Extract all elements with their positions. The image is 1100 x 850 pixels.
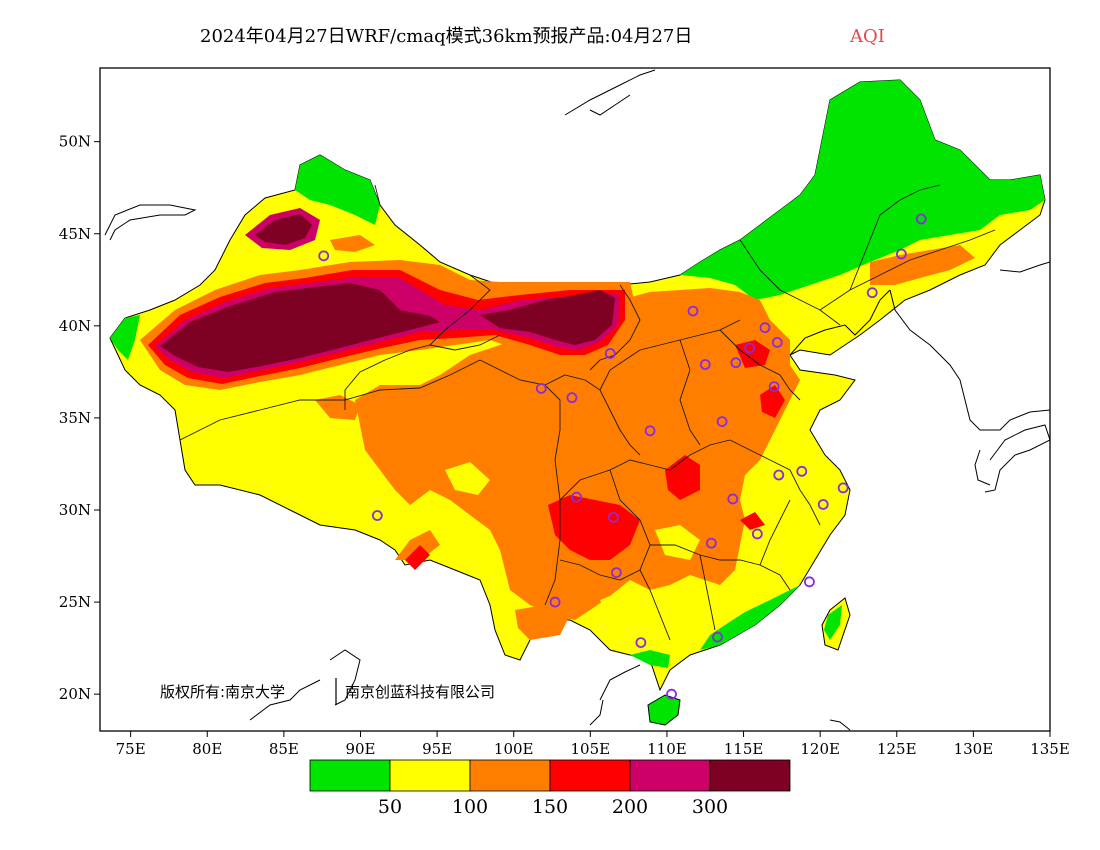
- coastlines: [104, 69, 1050, 731]
- station-marker: [744, 342, 756, 354]
- station-marker: [371, 510, 383, 521]
- y-tick-label: 20N: [59, 685, 91, 703]
- aqi-region-darkred: [160, 283, 440, 372]
- station-marker: [318, 250, 330, 262]
- station-marker: [866, 287, 878, 299]
- station-marker: [759, 322, 771, 334]
- station-marker: [666, 688, 677, 700]
- aqi-region-green-ne: [680, 80, 1045, 300]
- x-tick-label: 125E: [877, 740, 917, 758]
- x-tick-label: 135E: [1030, 740, 1070, 758]
- colorbar-swatch: [629, 759, 711, 792]
- station-marker: [727, 493, 739, 505]
- station-marker: [771, 337, 783, 348]
- station-marker: [699, 359, 711, 370]
- y-tick-label: 35N: [59, 409, 91, 427]
- station-marker: [895, 248, 907, 260]
- station-marker: [635, 637, 647, 648]
- x-tick-label: 75E: [116, 740, 146, 758]
- aqi-region-red: [548, 495, 640, 560]
- station-marker: [604, 348, 616, 359]
- province-borders: [179, 184, 996, 641]
- station-marker: [768, 381, 780, 393]
- colorbar-swatch: [549, 759, 631, 792]
- station-marker: [751, 528, 763, 540]
- map-title: 2024年04月27日WRF/cmaq模式36km预报产品:04月27日: [200, 26, 692, 47]
- colorbar-level-label: 150: [532, 796, 568, 818]
- x-tick-label: 120E: [800, 740, 840, 758]
- x-tick-label: 85E: [269, 740, 299, 758]
- x-tick-label: 90E: [345, 740, 375, 758]
- station-marker: [705, 537, 717, 549]
- copyright-company: 南京创蓝科技有限公司: [345, 683, 495, 701]
- x-tick-label: 100E: [494, 740, 534, 758]
- station-marker: [687, 305, 699, 317]
- colorbar-level-label: 50: [378, 796, 402, 818]
- station-marker: [730, 357, 742, 369]
- colorbar-swatch: [309, 759, 391, 792]
- station-marker: [915, 213, 927, 225]
- station-marker: [712, 631, 723, 643]
- y-tick-label: 30N: [59, 501, 91, 519]
- x-tick-label: 110E: [647, 740, 687, 758]
- station-marker: [571, 491, 582, 503]
- station-marker: [773, 469, 785, 481]
- station-marker: [566, 392, 578, 404]
- x-tick-label: 105E: [571, 740, 611, 758]
- station-marker: [610, 567, 622, 579]
- colorbar-swatch: [469, 759, 551, 792]
- station-marker: [607, 511, 619, 523]
- colorbar-level-label: 100: [452, 796, 488, 818]
- x-axis: 75E 80E 85E 90E 95E 100E 105E 110E 115E 120E 125E 1…: [116, 731, 1070, 758]
- map-plot-area: 版权所有:南京大学 南京创蓝科技有限公司: [100, 68, 1050, 731]
- colorbar-level-label: 300: [692, 796, 728, 818]
- colorbar-swatch: [709, 759, 791, 792]
- x-tick-label: 115E: [724, 740, 764, 758]
- station-marker: [804, 576, 815, 588]
- colorbar-level-label: 200: [612, 796, 648, 818]
- y-axis: 50N 45N 40N 35N 30N 25N 20N: [59, 133, 100, 703]
- station-marker: [796, 465, 808, 477]
- station-marker: [716, 416, 728, 428]
- x-tick-label: 130E: [954, 740, 994, 758]
- station-marker: [817, 499, 829, 510]
- y-tick-label: 25N: [59, 593, 91, 611]
- y-tick-label: 40N: [59, 317, 91, 335]
- x-tick-label: 95E: [422, 740, 452, 758]
- aqi-region-green-nw: [295, 155, 380, 225]
- monitoring-stations: [318, 213, 927, 700]
- station-marker: [549, 596, 561, 608]
- y-tick-label: 50N: [59, 133, 91, 151]
- variable-label: AQI: [849, 26, 885, 47]
- colorbar-legend: 50 100 150 200 300: [309, 759, 791, 818]
- station-marker: [535, 383, 547, 394]
- hainan-island: [647, 694, 681, 726]
- x-tick-label: 80E: [192, 740, 222, 758]
- station-marker: [644, 425, 656, 437]
- copyright-text: 版权所有:南京大学: [160, 683, 285, 701]
- station-marker: [837, 482, 849, 494]
- colorbar-swatch: [389, 759, 471, 792]
- y-tick-label: 45N: [59, 225, 91, 243]
- aqi-region-green-south: [700, 585, 800, 650]
- plot-frame: [99, 67, 1051, 732]
